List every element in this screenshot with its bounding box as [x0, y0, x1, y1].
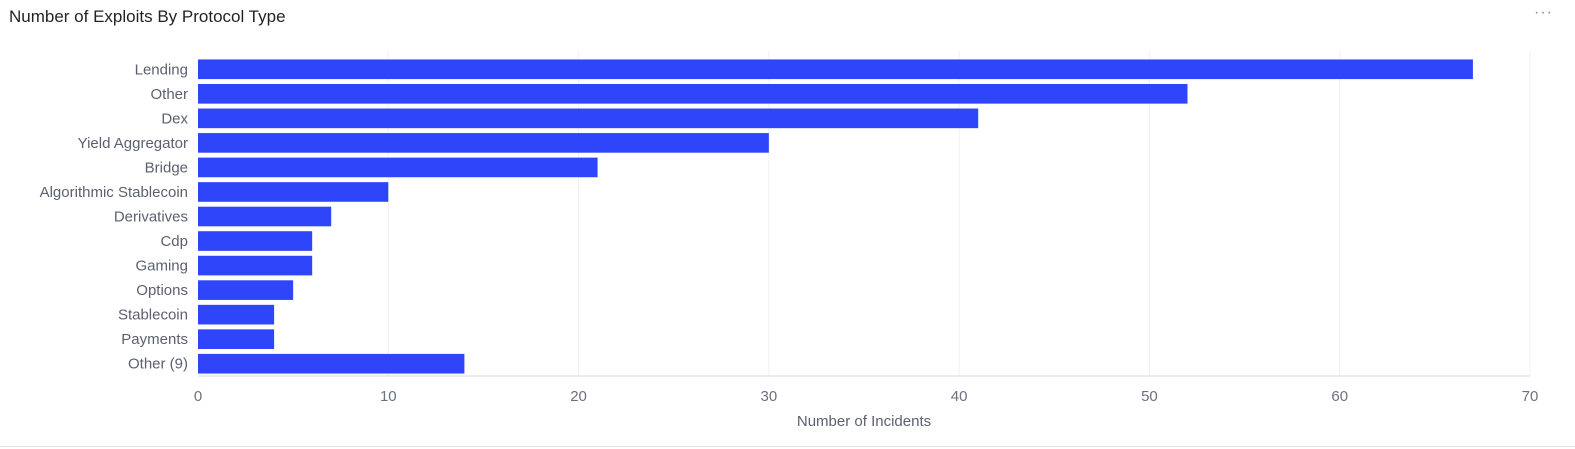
bars	[198, 59, 1473, 374]
category-label: Lending	[135, 61, 188, 78]
category-label: Stablecoin	[118, 307, 188, 324]
category-labels: Lending Other Dex Yield Aggregator Bridge Alg…	[40, 61, 189, 372]
bar-lending[interactable]	[198, 59, 1473, 80]
bar-other-9[interactable]	[198, 353, 465, 374]
x-tick-label: 70	[1522, 388, 1539, 405]
bar-dex[interactable]	[198, 108, 979, 129]
divider	[0, 446, 1575, 447]
x-tick-label: 10	[380, 388, 397, 405]
category-label: Dex	[161, 110, 188, 127]
category-label: Algorithmic Stablecoin	[40, 184, 188, 201]
bar-options[interactable]	[198, 280, 294, 300]
category-label: Other	[150, 86, 188, 103]
bar-cdp[interactable]	[198, 231, 313, 251]
x-tick-label: 30	[761, 388, 778, 405]
bar-other[interactable]	[198, 83, 1188, 104]
bar-derivatives[interactable]	[198, 206, 332, 227]
x-tick-labels: 0 10 20 30 40 50 60 70	[194, 388, 1539, 405]
chart-title: Number of Exploits By Protocol Type	[9, 7, 286, 26]
more-options-icon[interactable]: ···	[1534, 4, 1553, 21]
category-label: Cdp	[160, 233, 188, 250]
x-tick-label: 20	[570, 388, 587, 405]
category-label: Derivatives	[114, 209, 188, 226]
category-label: Options	[136, 282, 188, 299]
category-label: Payments	[121, 331, 188, 348]
x-axis-title: Number of Incidents	[797, 413, 931, 430]
bar-gaming[interactable]	[198, 255, 313, 276]
bar-yield-aggregator[interactable]	[198, 133, 769, 153]
x-tick-label: 60	[1331, 388, 1348, 405]
bar-stablecoin[interactable]	[198, 304, 275, 325]
category-label: Other (9)	[128, 356, 188, 373]
grid-lines	[198, 51, 1531, 377]
category-label: Gaming	[135, 258, 188, 275]
x-tick-label: 50	[1141, 388, 1158, 405]
category-label: Bridge	[145, 159, 188, 176]
x-tick-label: 40	[951, 388, 968, 405]
bar-bridge[interactable]	[198, 157, 598, 178]
bar-algorithmic-stablecoin[interactable]	[198, 182, 389, 202]
bar-payments[interactable]	[198, 329, 275, 350]
x-tick-label: 0	[194, 388, 202, 405]
category-label: Yield Aggregator	[78, 135, 188, 152]
